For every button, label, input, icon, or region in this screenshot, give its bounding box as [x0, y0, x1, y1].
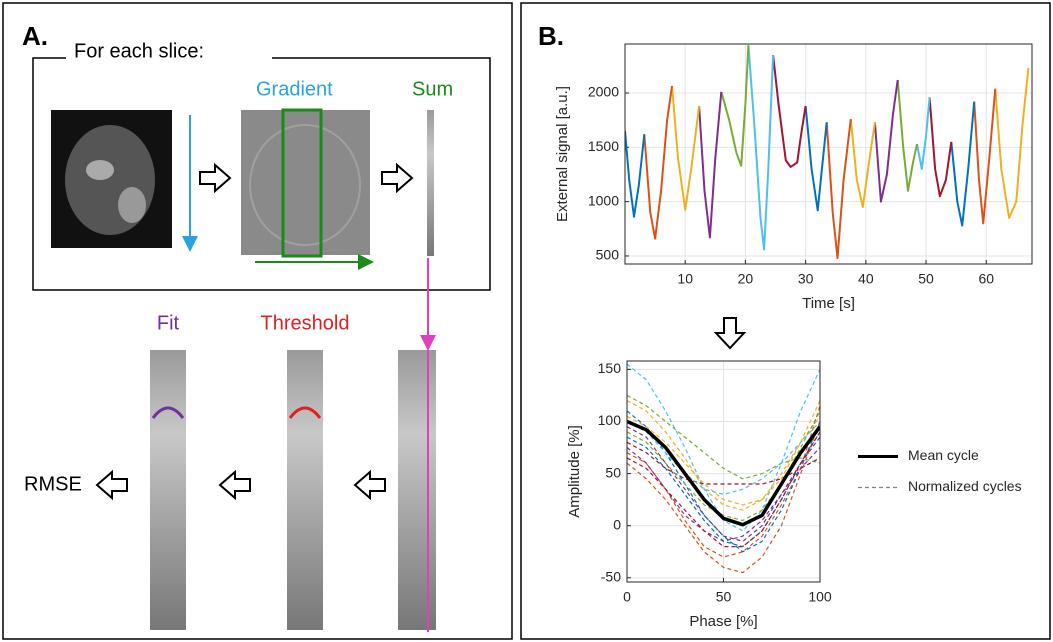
y-tick-label: 100	[598, 412, 622, 428]
data-line	[849, 119, 876, 209]
gradient-edge	[249, 124, 361, 246]
x-axis-label: Phase [%]	[689, 613, 757, 630]
x-tick-label: 50	[716, 589, 732, 605]
mri-organ	[86, 160, 114, 180]
fit-curve	[151, 406, 185, 419]
fit-label: Fit	[157, 312, 180, 334]
y-tick-label: 1000	[588, 192, 619, 208]
y-tick-label: 0	[613, 516, 621, 532]
x-tick-label: 100	[808, 589, 832, 605]
sum-label: Sum	[412, 78, 453, 100]
y-axis-label: External signal [a.u.]	[554, 86, 571, 222]
x-axis-label: Time [s]	[802, 295, 855, 312]
threshold-label: Threshold	[261, 312, 350, 334]
data-line	[825, 118, 852, 260]
x-tick-label: 40	[858, 271, 874, 287]
panel-a-frame	[2, 2, 513, 640]
arrow	[199, 162, 232, 194]
data-line	[627, 447, 820, 542]
data-line	[747, 45, 775, 251]
data-line	[973, 88, 997, 225]
data-line	[772, 54, 807, 168]
threshold-strip	[287, 350, 323, 630]
y-tick-label: 1500	[588, 138, 619, 154]
data-line	[627, 431, 820, 548]
y-tick-label: 500	[596, 247, 620, 263]
data-line	[928, 97, 953, 198]
data-line	[627, 400, 820, 506]
data-line	[950, 101, 976, 227]
data-line	[627, 441, 820, 485]
x-tick-label: 0	[623, 589, 631, 605]
data-line	[643, 85, 673, 240]
sum-strip	[427, 110, 434, 256]
y-axis-label: Amplitude [%]	[566, 425, 583, 518]
fit-strip	[150, 350, 186, 630]
data-line	[627, 400, 820, 511]
data-line	[720, 45, 750, 167]
data-line	[873, 79, 899, 203]
mri-organ	[118, 187, 146, 223]
data-line	[804, 105, 828, 212]
data-line	[896, 79, 918, 192]
legend-label: Normalized cycles	[908, 478, 1022, 494]
stack-strip	[398, 350, 436, 630]
legend-label: Mean cycle	[908, 447, 979, 463]
threshold-curve	[288, 406, 322, 419]
gradient-label: Gradient	[256, 78, 333, 100]
arrow	[95, 469, 128, 501]
arrow	[713, 317, 747, 350]
plot-frame	[626, 360, 821, 583]
y-tick-label: 50	[605, 464, 621, 480]
data-line	[627, 363, 820, 532]
slice-box	[32, 57, 491, 291]
panel-b-frame	[520, 2, 1051, 640]
panel-label: A.	[22, 21, 48, 51]
x-tick-label: 50	[918, 271, 934, 287]
data-line	[625, 130, 646, 218]
data-line	[698, 91, 723, 239]
y-tick-label: -50	[601, 569, 621, 585]
roi-box	[281, 108, 323, 258]
data-line	[627, 394, 820, 480]
panel-label: B.	[538, 21, 564, 51]
rmse-label: RMSE	[24, 473, 82, 495]
data-line	[627, 426, 820, 542]
x-tick-label: 10	[677, 271, 693, 287]
data-line	[671, 85, 701, 211]
plot-frame	[624, 43, 1033, 265]
x-tick-label: 20	[738, 271, 754, 287]
arrow	[353, 469, 386, 501]
x-tick-label: 60	[978, 271, 994, 287]
box-title: For each slice:	[74, 40, 204, 62]
y-tick-label: 150	[598, 360, 622, 376]
y-tick-label: 2000	[588, 84, 619, 100]
x-tick-label: 30	[798, 271, 814, 287]
data-line	[994, 67, 1030, 219]
mri-body	[65, 125, 155, 235]
arrow	[381, 162, 414, 194]
data-line	[627, 419, 820, 527]
data-line	[627, 405, 820, 558]
data-line	[916, 97, 931, 170]
data-line	[627, 421, 820, 574]
arrow	[218, 469, 251, 501]
gradient-image	[241, 110, 370, 255]
data-line	[627, 420, 820, 495]
